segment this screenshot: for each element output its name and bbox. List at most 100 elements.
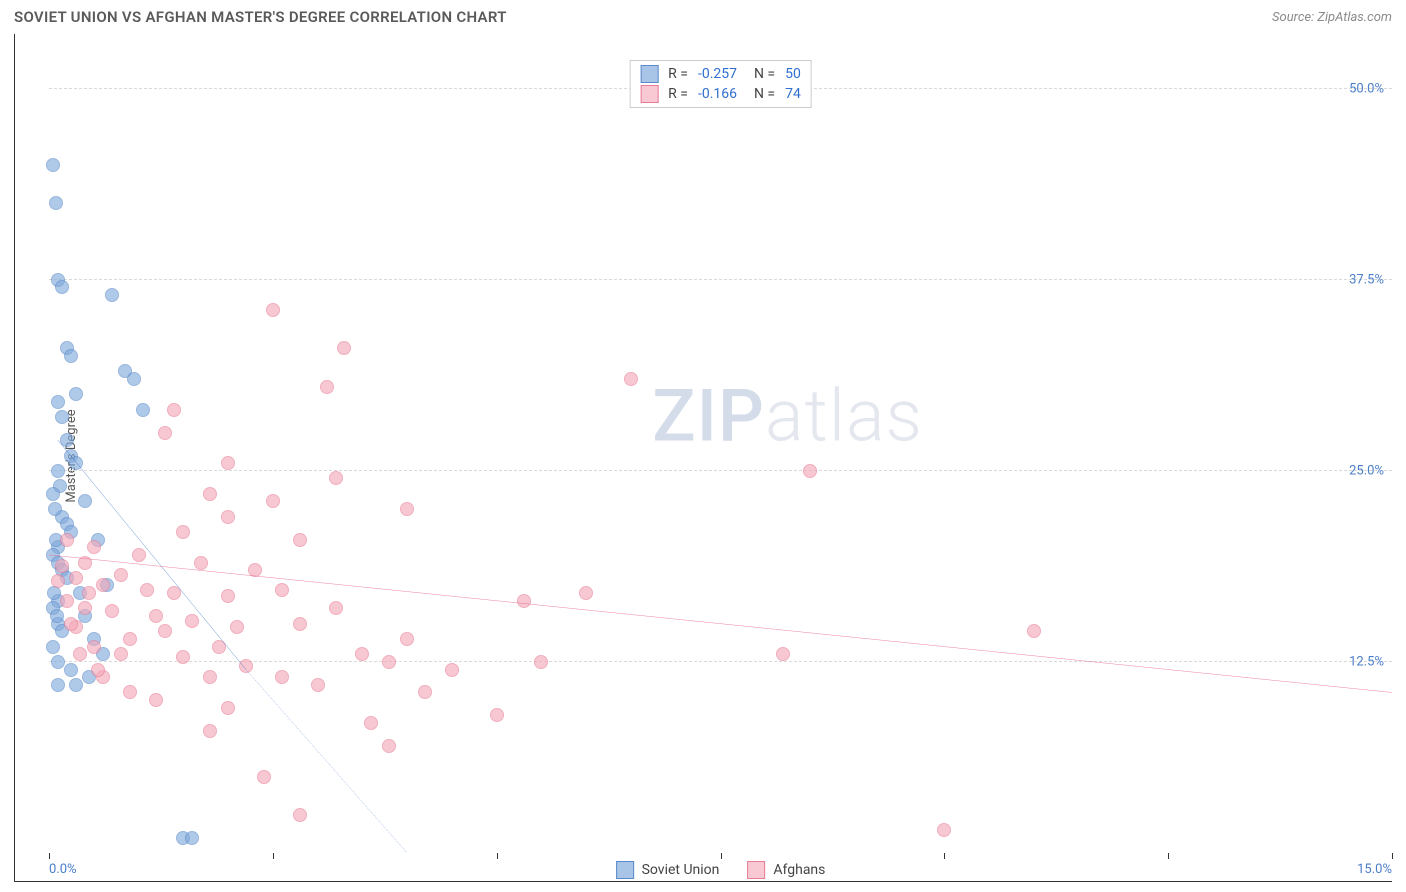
scatter-point [185,614,199,628]
scatter-point [114,647,128,661]
scatter-point [105,288,119,302]
scatter-point [803,464,817,478]
scatter-point [382,739,396,753]
legend-n-value: 50 [785,66,801,82]
legend-n-label: N = [747,66,775,82]
correlation-legend: R = -0.257 N = 50R = -0.166 N = 74 [629,60,812,108]
y-tick-label: 50.0% [1349,81,1384,96]
scatter-point [46,158,60,172]
scatter-point [517,594,531,608]
scatter-point [239,659,253,673]
scatter-point [69,571,83,585]
x-tick [497,853,498,859]
scatter-point [212,640,226,654]
scatter-point [364,716,378,730]
scatter-point [127,372,141,386]
scatter-point [73,647,87,661]
scatter-point [78,494,92,508]
scatter-point [60,594,74,608]
scatter-point [311,678,325,692]
y-tick-label: 37.5% [1349,272,1384,287]
scatter-point [624,372,638,386]
scatter-point [490,708,504,722]
scatter-point [123,632,137,646]
x-tick-label: 15.0% [1357,862,1392,877]
x-tick [944,853,945,859]
scatter-point [55,280,69,294]
scatter-point [64,663,78,677]
scatter-point [266,494,280,508]
x-tick [1392,853,1393,859]
scatter-point [149,693,163,707]
scatter-point [221,456,235,470]
scatter-point [136,403,150,417]
scatter-point [51,464,65,478]
scatter-point [329,471,343,485]
scatter-point [158,426,172,440]
scatter-point [69,387,83,401]
scatter-point [257,770,271,784]
chart-title: SOVIET UNION VS AFGHAN MASTER'S DEGREE C… [14,8,507,26]
scatter-point [176,525,190,539]
scatter-point [78,601,92,615]
y-tick-label: 25.0% [1349,463,1384,478]
scatter-point [167,586,181,600]
scatter-point [51,678,65,692]
scatter-point [329,601,343,615]
scatter-point [293,533,307,547]
legend-n-value: 74 [785,86,801,102]
scatter-point [82,586,96,600]
scatter-point [445,663,459,677]
legend-n-label: N = [747,86,775,102]
gridline [49,470,1392,471]
scatter-point [69,678,83,692]
scatter-point [776,647,790,661]
scatter-point [293,808,307,822]
source-label: Source: ZipAtlas.com [1272,10,1392,25]
scatter-point [1027,624,1041,638]
legend-label: Afghans [773,862,825,878]
scatter-point [123,685,137,699]
scatter-point [87,640,101,654]
scatter-point [400,632,414,646]
scatter-point [140,583,154,597]
legend-item: Soviet Union [616,861,720,879]
legend-item: Afghans [747,861,825,879]
scatter-point [382,655,396,669]
legend-label: Soviet Union [642,862,720,878]
legend-swatch [640,65,658,83]
scatter-point [105,604,119,618]
y-tick-label: 12.5% [1349,654,1384,669]
legend-row: R = -0.257 N = 50 [640,65,801,83]
scatter-point [87,540,101,554]
plot-area: Master's Degree ZIPatlas 12.5%25.0%37.5%… [49,58,1392,853]
scatter-point [132,548,146,562]
scatter-point [221,589,235,603]
legend-swatch [640,85,658,103]
scatter-point [418,685,432,699]
scatter-point [221,701,235,715]
scatter-point [275,583,289,597]
scatter-point [293,617,307,631]
scatter-point [275,670,289,684]
scatter-point [579,586,593,600]
scatter-point [534,655,548,669]
x-tick [721,853,722,859]
legend-r-value: -0.166 [698,86,737,102]
scatter-point [51,655,65,669]
scatter-point [203,487,217,501]
scatter-point [194,556,208,570]
x-tick-label: 0.0% [49,862,77,877]
scatter-point [176,650,190,664]
watermark-atlas: atlas [765,373,923,458]
scatter-point [51,574,65,588]
legend-r-value: -0.257 [698,66,737,82]
chart-header: SOVIET UNION VS AFGHAN MASTER'S DEGREE C… [0,0,1406,30]
scatter-point [46,487,60,501]
scatter-point [114,568,128,582]
scatter-point [248,563,262,577]
watermark: ZIPatlas [652,373,923,458]
scatter-point [78,556,92,570]
scatter-point [55,559,69,573]
regression-lines [49,58,1392,853]
